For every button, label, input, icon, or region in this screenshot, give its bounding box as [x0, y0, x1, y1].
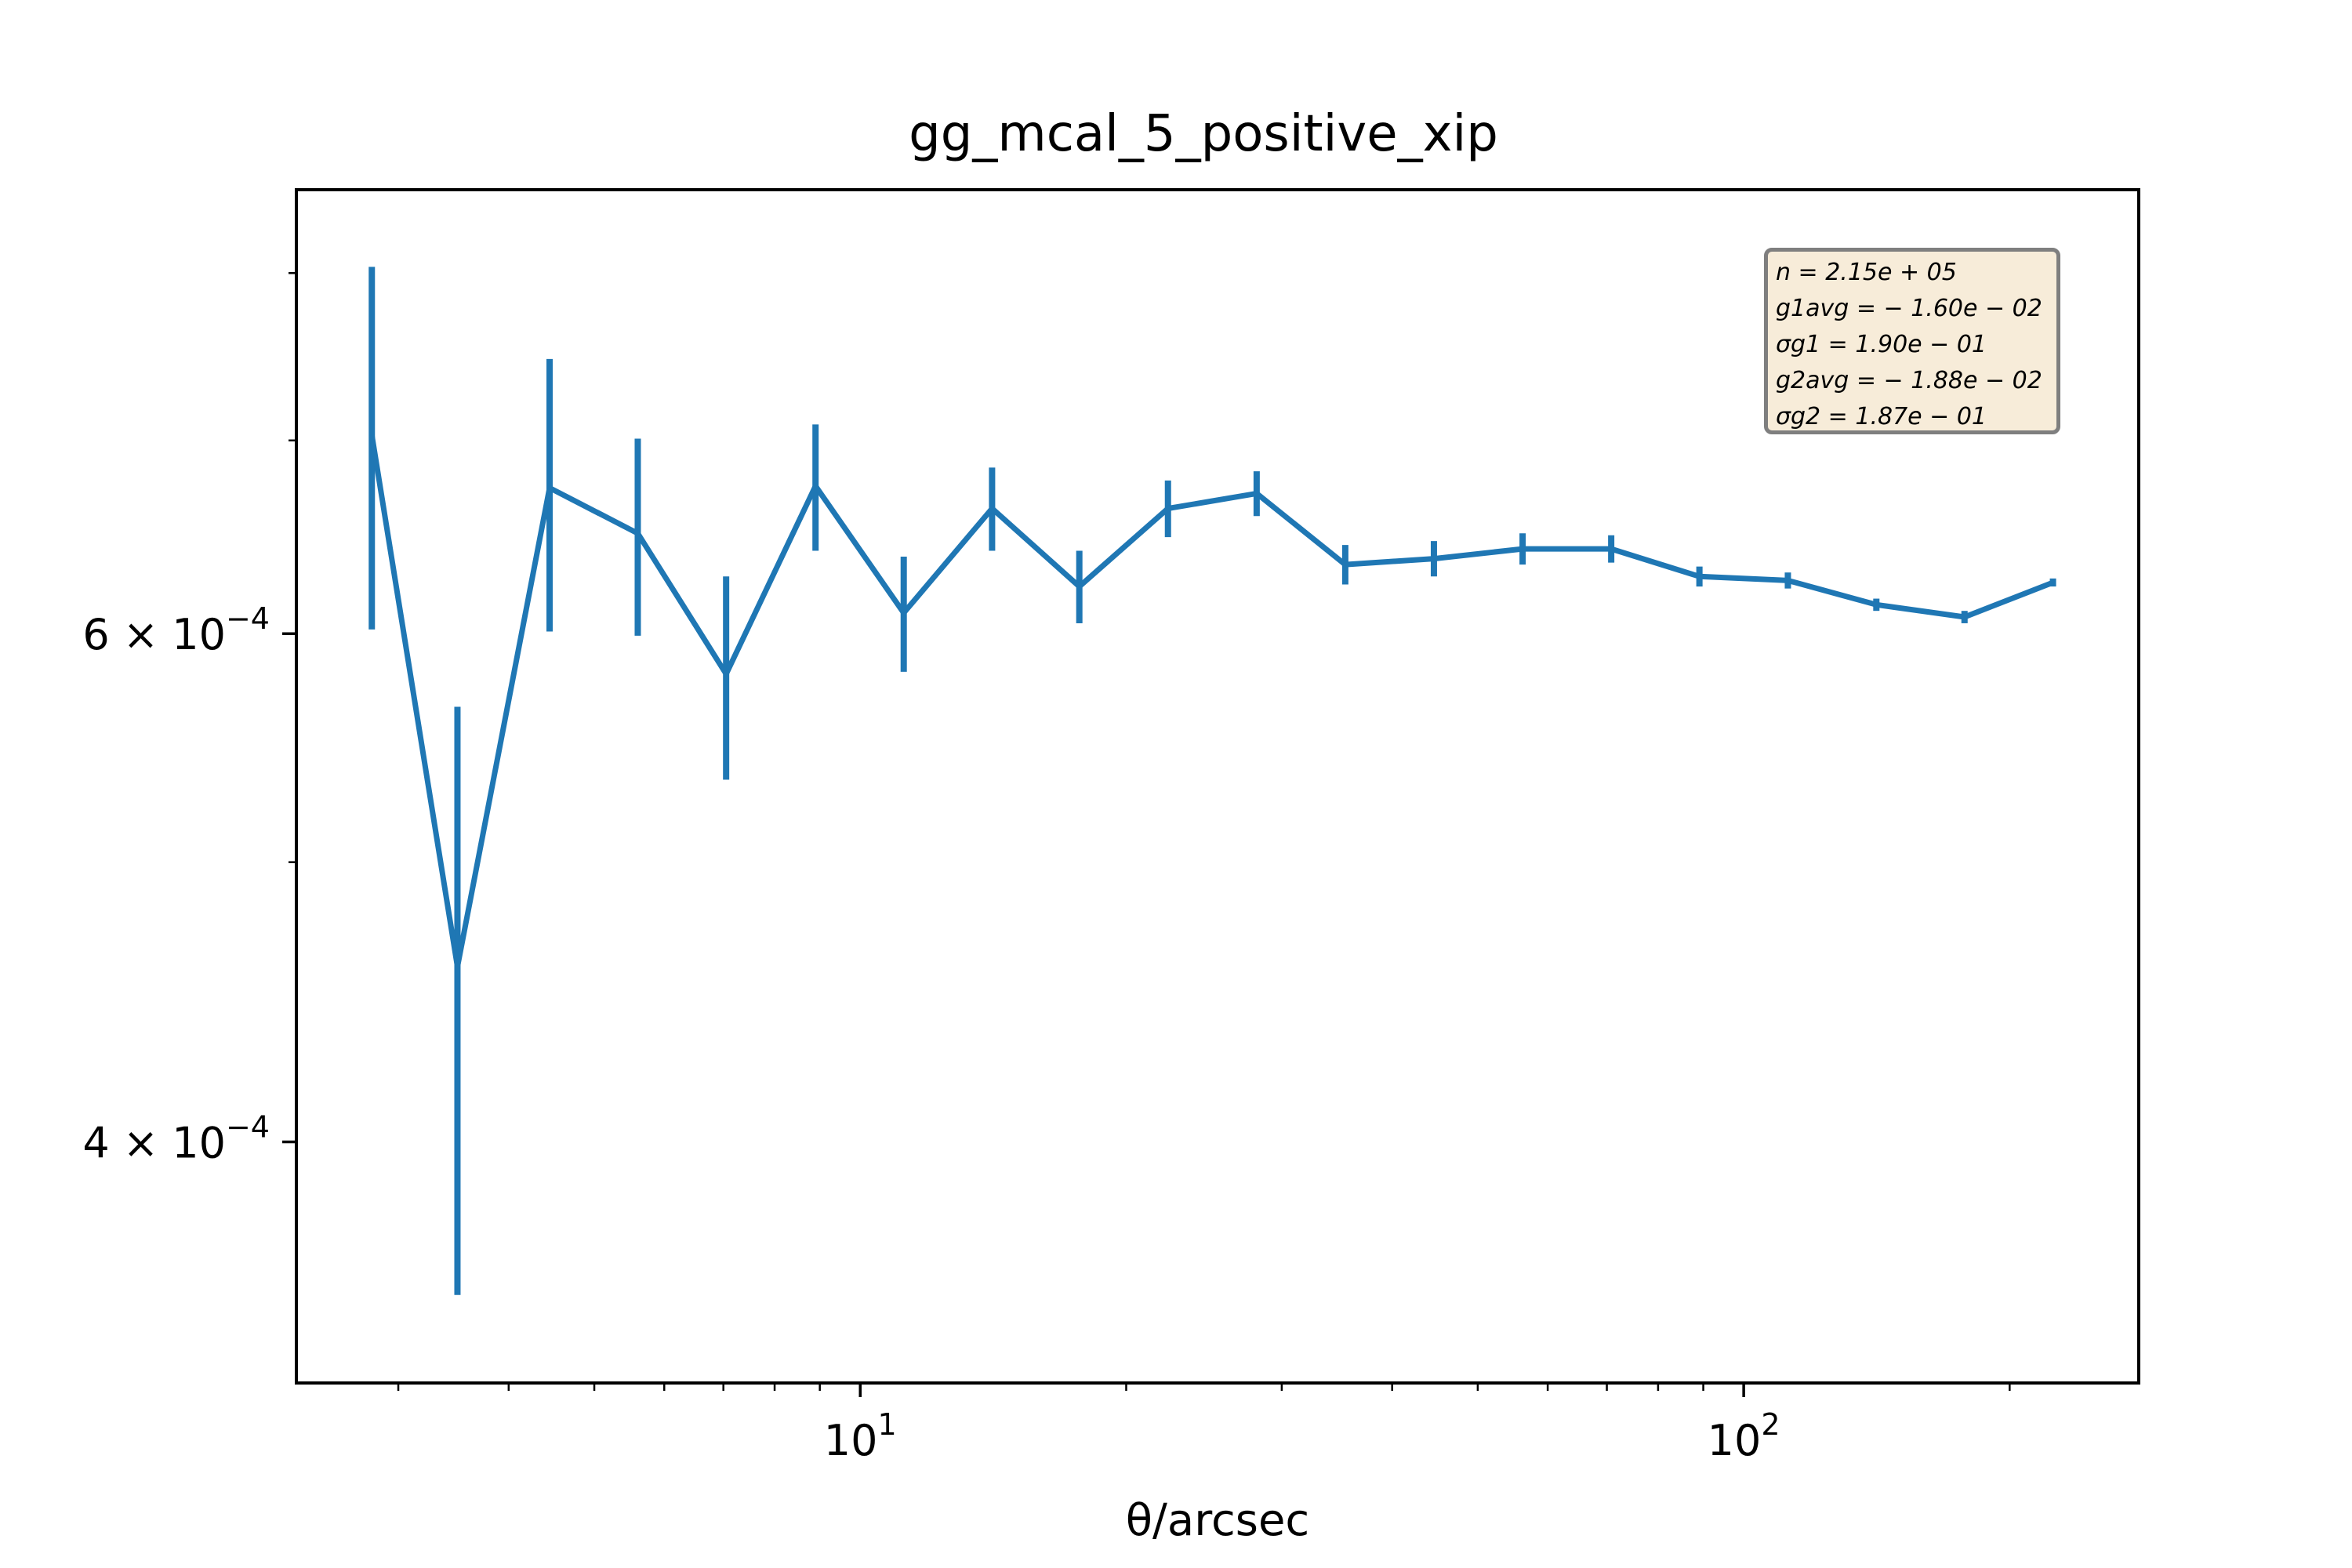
y-tick-label: 6 × 10−4 [82, 601, 270, 659]
info-line: n = 2.15e + 05 [1776, 259, 1957, 286]
info-line: σg2 = 1.87e − 01 [1776, 403, 1987, 430]
x-tick-label: 102 [1708, 1407, 1780, 1465]
y-tick-label: 4 × 10−4 [82, 1109, 270, 1167]
x-tick-label: 101 [824, 1407, 897, 1465]
x-axis-label: θ/arcsec [1126, 1495, 1309, 1546]
plot-area [368, 267, 2056, 1295]
info-line: σg1 = 1.90e − 01 [1776, 331, 1987, 358]
info-line: g1avg = − 1.60e − 02 [1776, 295, 2042, 322]
axes-frame [295, 188, 2140, 1385]
stats-info-box: n = 2.15e + 05 g1avg = − 1.60e − 02 σg1 … [1764, 248, 2060, 434]
series-line [368, 434, 2054, 970]
info-line: g2avg = − 1.88e − 02 [1776, 367, 2042, 394]
chart-title: gg_mcal_5_positive_xip [909, 105, 1498, 163]
